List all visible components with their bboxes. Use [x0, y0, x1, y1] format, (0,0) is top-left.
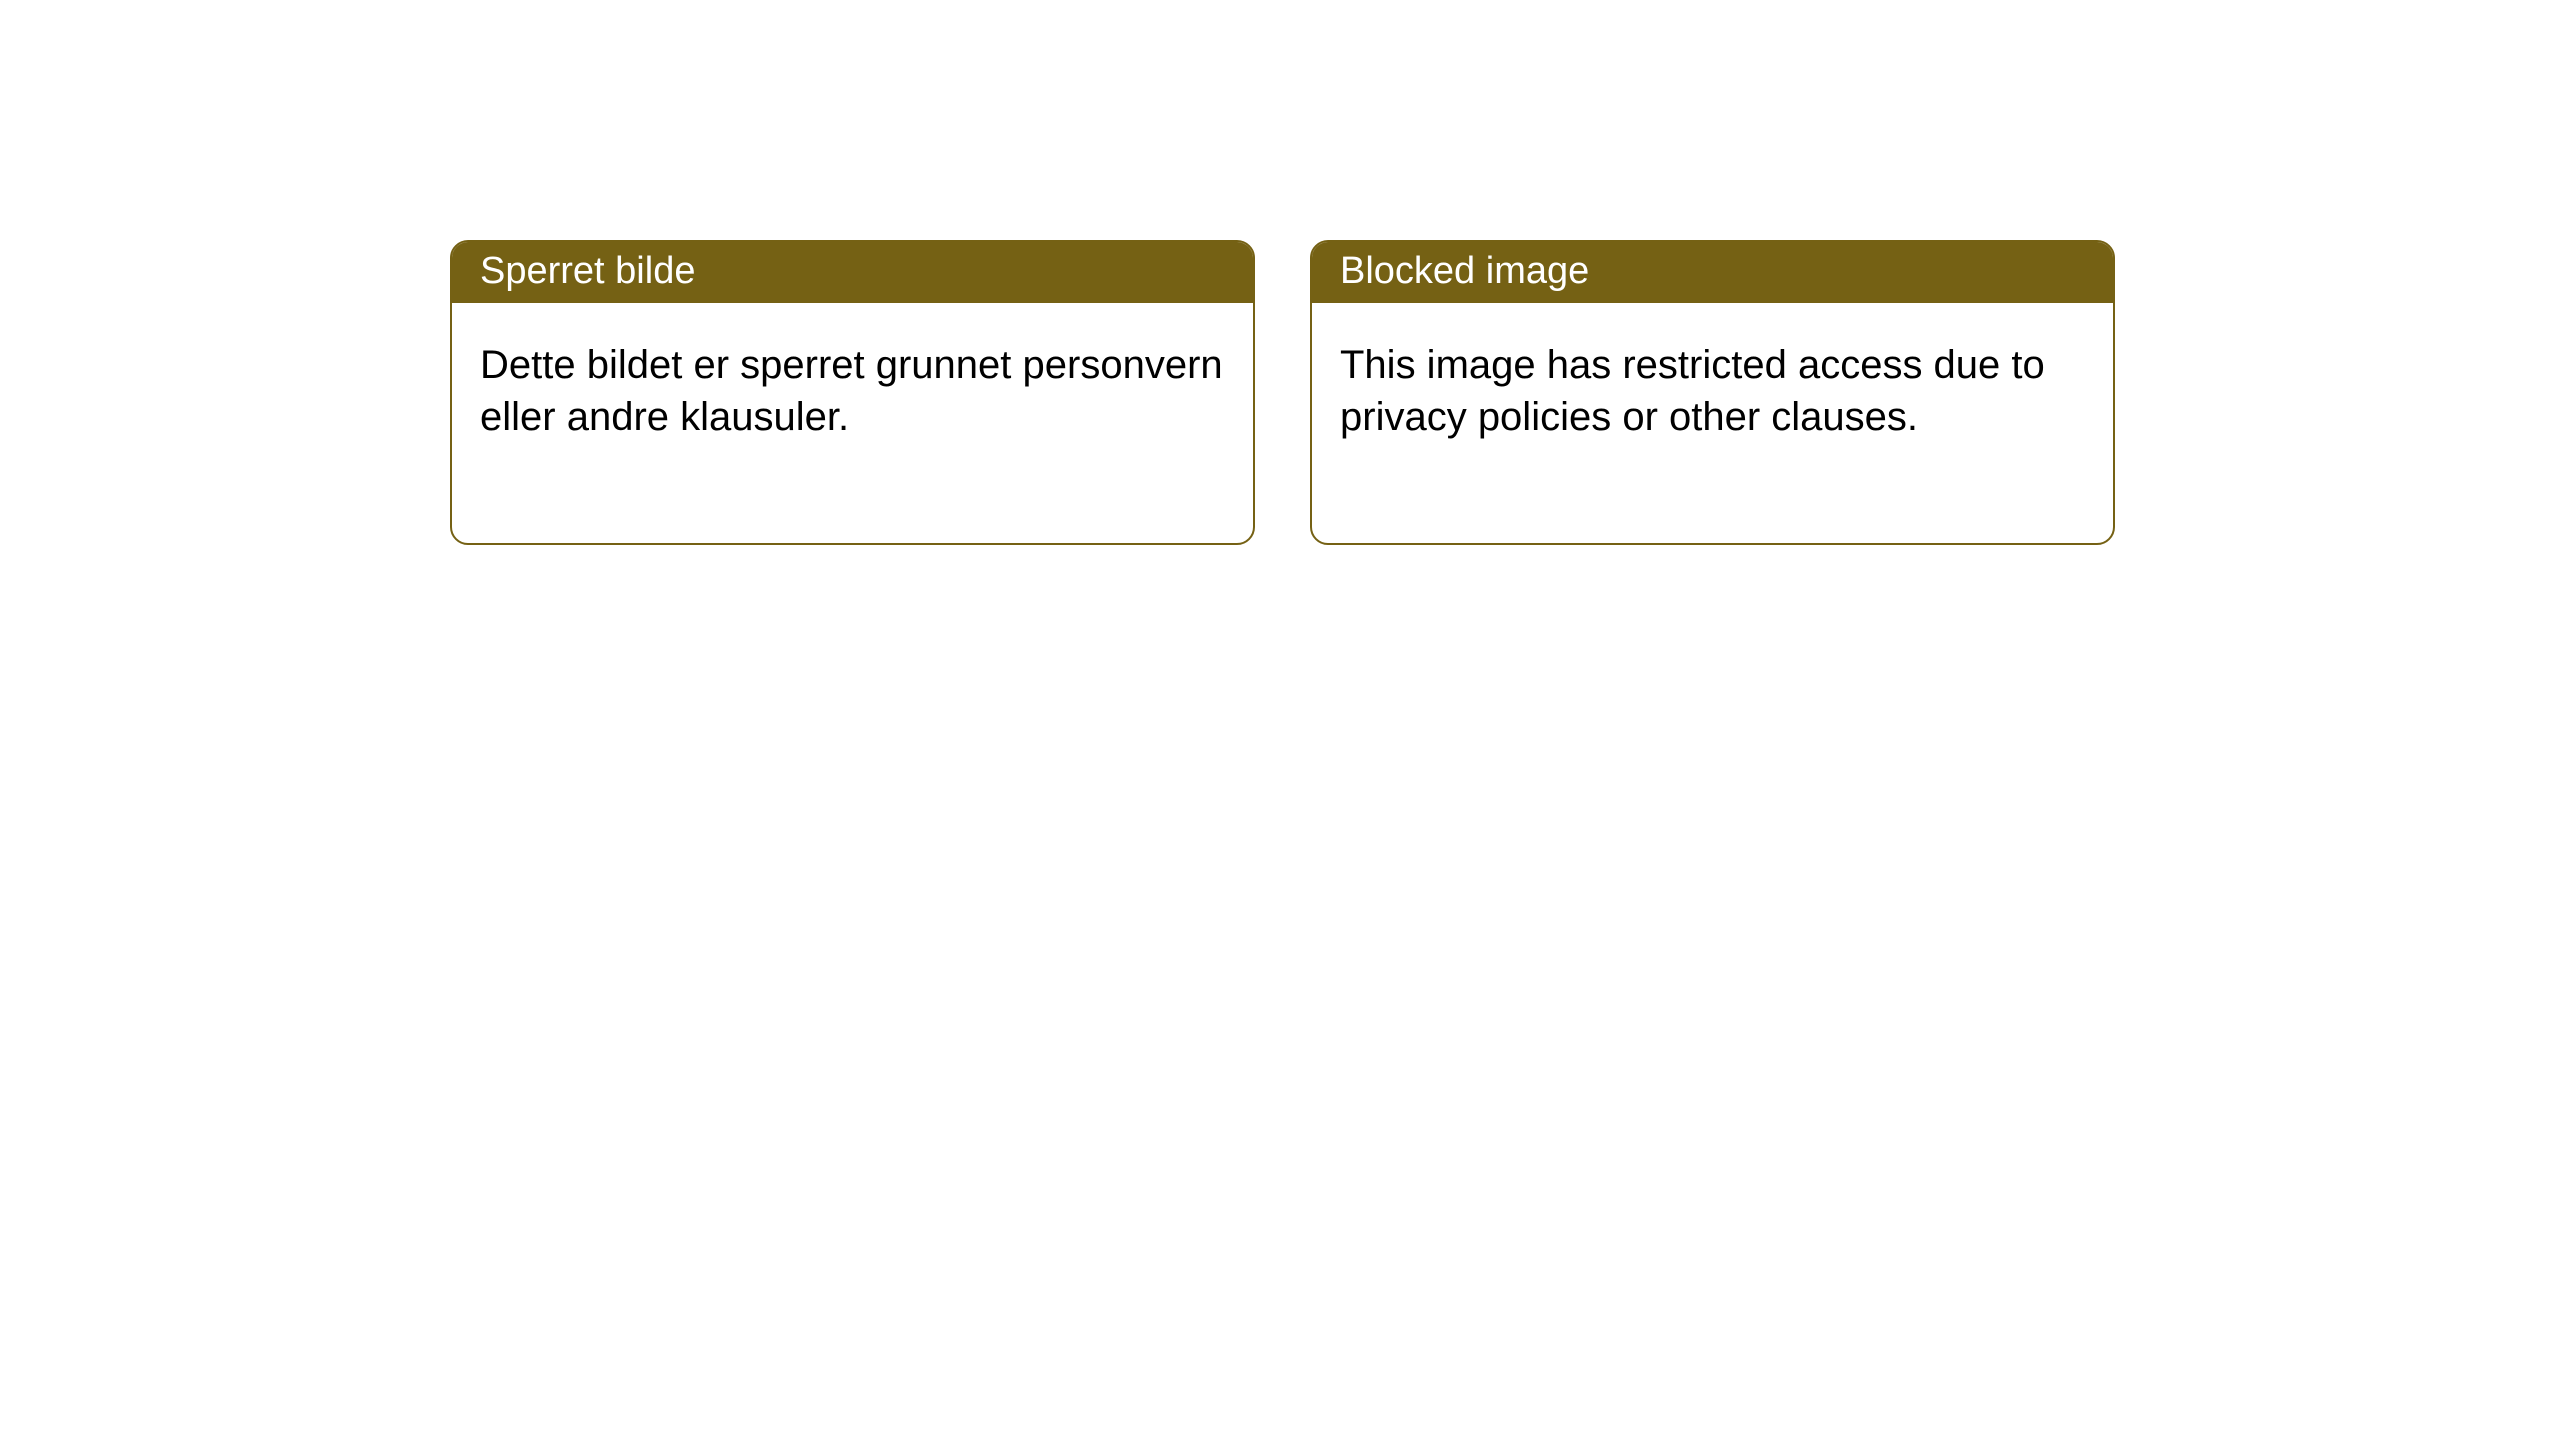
card-body: Dette bildet er sperret grunnet personve… [452, 303, 1253, 543]
card-body: This image has restricted access due to … [1312, 303, 2113, 543]
card-header-title: Blocked image [1340, 250, 1589, 292]
card-body-text: This image has restricted access due to … [1340, 343, 2045, 439]
card-body-text: Dette bildet er sperret grunnet personve… [480, 343, 1223, 439]
notice-card-norwegian: Sperret bilde Dette bildet er sperret gr… [450, 240, 1255, 545]
notice-card-english: Blocked image This image has restricted … [1310, 240, 2115, 545]
notice-cards-container: Sperret bilde Dette bildet er sperret gr… [450, 240, 2115, 545]
card-header: Blocked image [1312, 242, 2113, 303]
card-header-title: Sperret bilde [480, 250, 695, 292]
card-header: Sperret bilde [452, 242, 1253, 303]
